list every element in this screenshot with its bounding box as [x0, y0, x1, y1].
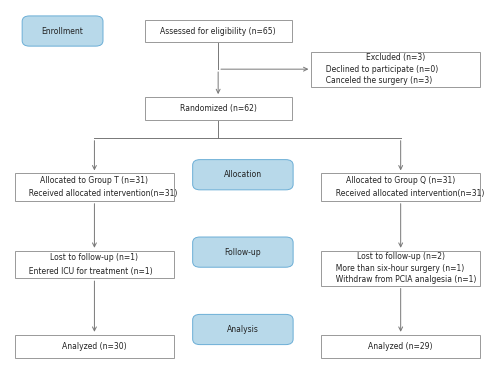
FancyBboxPatch shape [321, 173, 480, 201]
FancyBboxPatch shape [311, 52, 480, 87]
Text: Entered ICU for treatment (n=1): Entered ICU for treatment (n=1) [24, 267, 153, 276]
FancyBboxPatch shape [192, 314, 293, 344]
Text: Withdraw from PCIA analgesia (n=1): Withdraw from PCIA analgesia (n=1) [330, 275, 476, 284]
Text: Received allocated intervention(n=31): Received allocated intervention(n=31) [24, 190, 178, 199]
Text: Allocated to Group Q (n=31): Allocated to Group Q (n=31) [346, 176, 456, 185]
Text: Analysis: Analysis [227, 325, 259, 334]
Text: Declined to participate (n=0): Declined to participate (n=0) [322, 65, 438, 74]
FancyBboxPatch shape [192, 237, 293, 267]
FancyBboxPatch shape [321, 335, 480, 358]
Text: Received allocated intervention(n=31): Received allocated intervention(n=31) [330, 190, 484, 199]
FancyBboxPatch shape [15, 173, 174, 201]
Text: Analyzed (n=30): Analyzed (n=30) [62, 341, 126, 350]
Text: Assessed for eligibility (n=65): Assessed for eligibility (n=65) [160, 27, 276, 35]
Text: Lost to follow-up (n=1): Lost to follow-up (n=1) [50, 253, 138, 262]
Text: Randomized (n=62): Randomized (n=62) [180, 104, 256, 113]
Text: Enrollment: Enrollment [42, 27, 84, 35]
Text: Lost to follow-up (n=2): Lost to follow-up (n=2) [356, 252, 444, 261]
Text: Allocation: Allocation [224, 170, 262, 179]
Text: Excluded (n=3): Excluded (n=3) [366, 53, 426, 62]
Text: Analyzed (n=29): Analyzed (n=29) [368, 341, 433, 350]
FancyBboxPatch shape [321, 251, 480, 286]
FancyBboxPatch shape [22, 16, 103, 46]
Text: More than six-hour surgery (n=1): More than six-hour surgery (n=1) [330, 264, 464, 273]
FancyBboxPatch shape [144, 20, 292, 42]
FancyBboxPatch shape [15, 335, 174, 358]
Text: Follow-up: Follow-up [224, 248, 261, 256]
FancyBboxPatch shape [144, 97, 292, 120]
FancyBboxPatch shape [192, 160, 293, 190]
Text: Canceled the surgery (n=3): Canceled the surgery (n=3) [322, 76, 432, 85]
Text: Allocated to Group T (n=31): Allocated to Group T (n=31) [40, 176, 148, 185]
FancyBboxPatch shape [15, 251, 174, 278]
